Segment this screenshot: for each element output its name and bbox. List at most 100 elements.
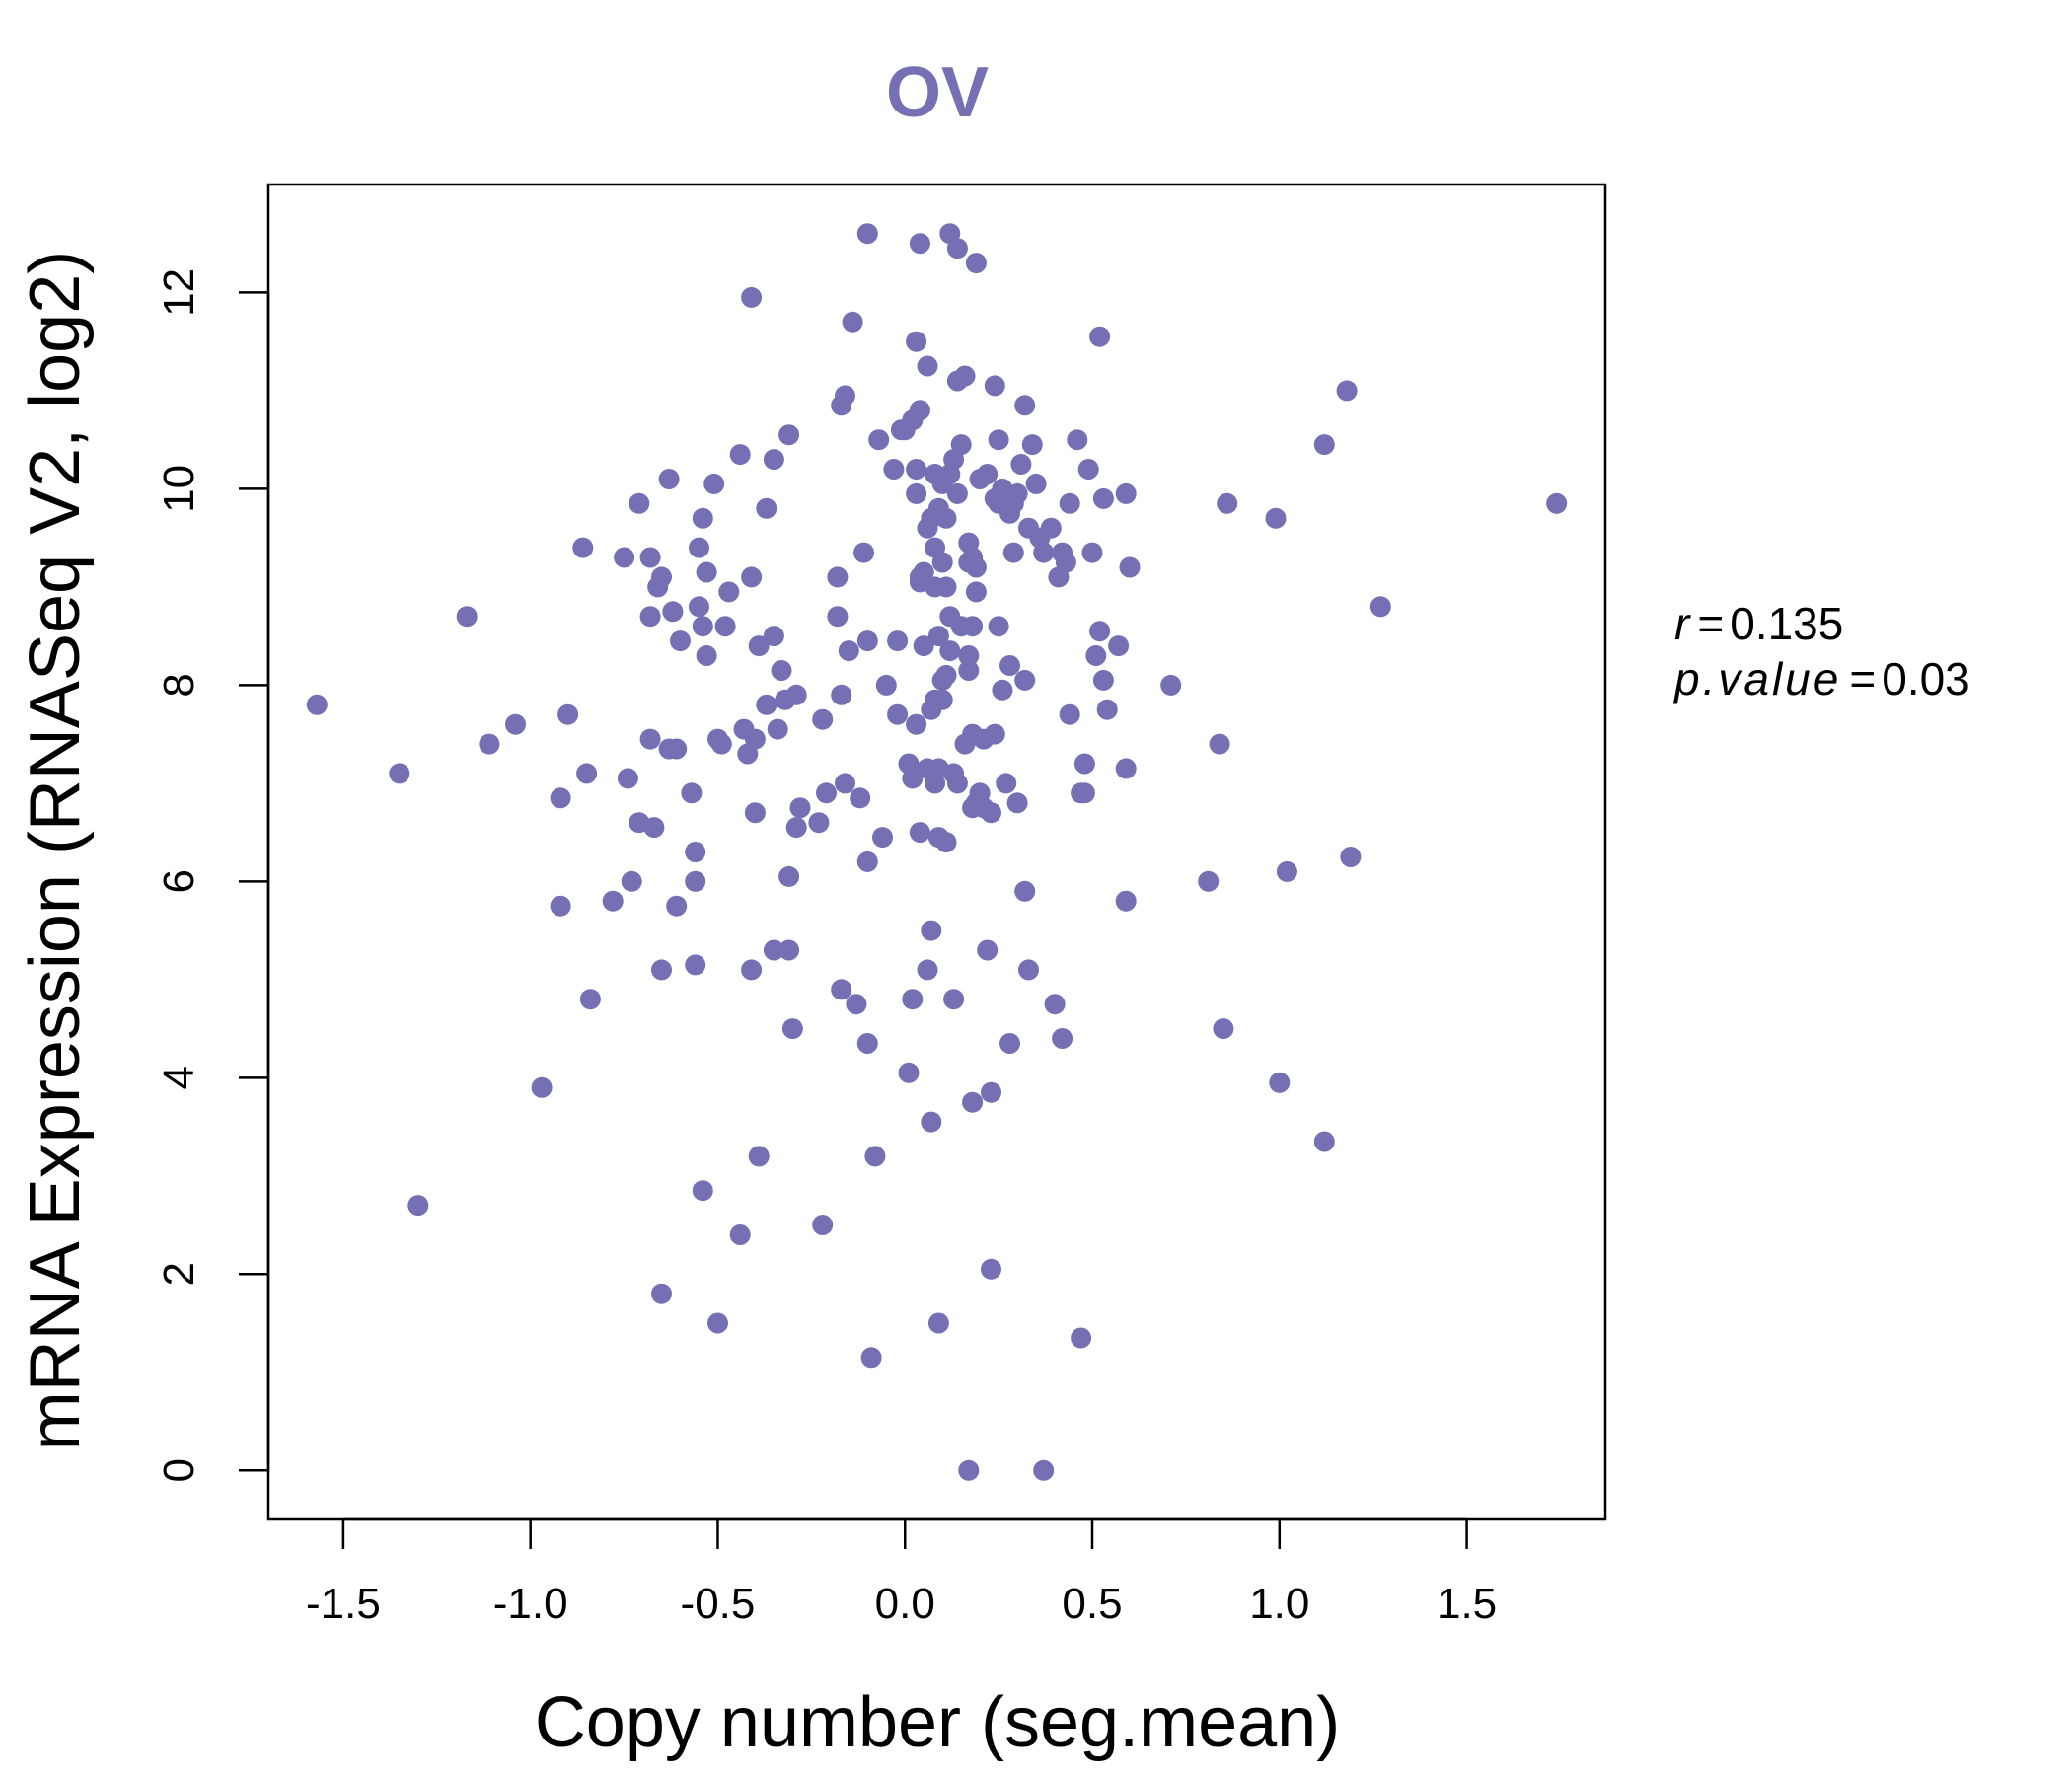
data-point-166 — [958, 660, 980, 681]
data-point-201 — [1006, 792, 1028, 814]
data-point-194 — [996, 773, 1017, 794]
data-point-197 — [999, 1033, 1020, 1054]
data-point-188 — [984, 723, 1005, 745]
data-point-248 — [1313, 1131, 1335, 1152]
y-tick-label-6: 12 — [155, 268, 203, 317]
data-point-19 — [639, 547, 661, 568]
r-annotation: r = 0.135 — [1674, 598, 1843, 649]
data-point-121 — [913, 635, 934, 657]
data-point-217 — [1052, 1028, 1073, 1049]
data-point-37 — [689, 537, 709, 558]
data-point-74 — [785, 817, 807, 839]
x-tick-label-3: 0.0 — [875, 1580, 935, 1628]
data-point-221 — [1067, 429, 1088, 451]
data-point-49 — [718, 581, 740, 603]
data-point-236 — [1115, 758, 1137, 779]
data-point-64 — [763, 626, 784, 647]
data-point-73 — [785, 684, 807, 705]
y-tick-label-5: 10 — [155, 465, 203, 513]
y-tick-label-0: 0 — [155, 1458, 203, 1482]
data-point-204 — [1014, 669, 1036, 691]
data-point-243 — [1217, 492, 1238, 514]
y-tick-label-2: 4 — [155, 1066, 203, 1089]
data-point-124 — [917, 959, 938, 981]
data-point-159 — [950, 434, 972, 456]
data-point-185 — [981, 1258, 1001, 1280]
data-point-200 — [1006, 482, 1028, 504]
data-point-86 — [835, 773, 855, 794]
data-point-223 — [1071, 1327, 1092, 1349]
data-point-17 — [629, 492, 650, 514]
data-point-227 — [1081, 542, 1103, 563]
data-point-218 — [1055, 552, 1076, 573]
data-point-144 — [935, 507, 957, 529]
data-point-35 — [685, 870, 706, 892]
data-point-220 — [1059, 703, 1080, 725]
data-point-251 — [1369, 596, 1391, 618]
data-point-224 — [1073, 753, 1095, 775]
data-point-113 — [906, 482, 927, 504]
data-point-57 — [744, 728, 766, 750]
data-point-242 — [1213, 1018, 1234, 1040]
data-point-196 — [999, 655, 1020, 676]
data-point-10 — [572, 537, 594, 558]
data-point-212 — [1033, 1459, 1055, 1481]
data-point-20 — [639, 728, 661, 750]
data-point-228 — [1085, 645, 1107, 666]
data-point-56 — [741, 959, 763, 981]
data-point-76 — [808, 812, 830, 834]
r-value: 0.135 — [1730, 598, 1843, 649]
data-point-111 — [906, 331, 927, 352]
data-point-90 — [850, 787, 871, 809]
x-axis-label: Copy number (seg.mean) — [535, 1683, 1340, 1762]
data-point-244 — [1265, 507, 1287, 529]
data-point-141 — [931, 552, 953, 573]
data-point-3 — [456, 606, 478, 628]
data-point-241 — [1209, 733, 1230, 755]
x-tick-label-6: 1.5 — [1437, 1580, 1497, 1628]
data-point-63 — [763, 449, 784, 471]
data-point-240 — [1198, 870, 1220, 892]
data-point-31 — [666, 895, 688, 917]
data-point-69 — [778, 424, 800, 446]
data-point-42 — [696, 561, 717, 583]
data-point-41 — [692, 1180, 713, 1202]
data-point-87 — [838, 640, 859, 662]
data-point-48 — [714, 616, 736, 637]
data-point-14 — [614, 547, 635, 568]
data-point-75 — [789, 797, 811, 819]
x-axis: -1.5 -1.0 -0.5 0.0 0.5 1.0 1.5 — [306, 1517, 1497, 1628]
data-point-103 — [887, 703, 909, 725]
data-point-101 — [883, 459, 905, 480]
data-point-174 — [965, 556, 987, 578]
data-point-128 — [921, 920, 942, 941]
data-point-225 — [1073, 782, 1095, 804]
data-point-66 — [767, 718, 788, 740]
data-point-252 — [1546, 492, 1568, 514]
data-point-85 — [835, 385, 855, 407]
data-point-169 — [962, 616, 984, 637]
data-point-191 — [988, 616, 1009, 637]
r-label: r — [1674, 598, 1691, 649]
data-point-95 — [856, 1033, 878, 1054]
data-point-109 — [902, 768, 924, 789]
data-point-61 — [756, 497, 777, 519]
data-point-129 — [921, 1111, 942, 1133]
data-point-97 — [864, 1146, 886, 1167]
p-value: 0.03 — [1882, 653, 1970, 704]
data-point-6 — [531, 1076, 553, 1098]
data-point-246 — [1276, 860, 1297, 882]
data-point-2 — [407, 1195, 429, 1217]
data-point-125 — [917, 355, 938, 377]
data-point-5 — [505, 713, 526, 735]
data-point-43 — [696, 645, 717, 666]
y-tick-label-3: 6 — [155, 869, 203, 893]
y-axis: 0 2 4 6 8 10 12 — [155, 268, 270, 1483]
data-point-44 — [703, 473, 725, 494]
data-point-211 — [1033, 542, 1055, 563]
data-point-94 — [856, 851, 878, 872]
data-point-120 — [913, 561, 934, 583]
chart-title: OV — [886, 53, 989, 132]
data-point-50 — [729, 444, 751, 466]
data-point-173 — [965, 253, 987, 274]
